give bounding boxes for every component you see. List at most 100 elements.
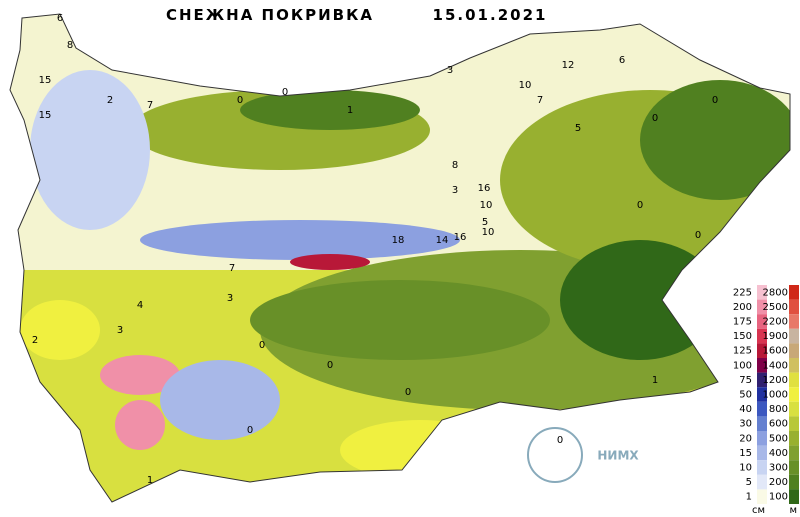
map-label: 0	[237, 95, 243, 106]
map-label: 0	[712, 95, 718, 106]
legend-swatch	[757, 358, 767, 373]
map-label: 0	[327, 360, 333, 371]
legend-unit: м	[789, 505, 797, 516]
legend-swatch	[757, 314, 767, 329]
legend-label: 30	[739, 419, 752, 430]
map-label: 7	[229, 263, 235, 274]
legend-label: 15	[739, 448, 752, 459]
legend-swatch	[757, 328, 767, 344]
map-label: 15	[39, 75, 52, 86]
map-label: 14	[436, 235, 449, 246]
map-label: 3	[447, 65, 453, 76]
map-label: 7	[147, 100, 153, 111]
legend-label: 2200	[763, 317, 788, 328]
map-label: 0	[247, 425, 253, 436]
legend-swatch	[757, 416, 767, 431]
map-label: 0	[405, 387, 411, 398]
legend-swatch	[757, 285, 767, 300]
map-label: 12	[562, 60, 575, 71]
legend-label: 150	[733, 331, 752, 342]
map-label: 1	[147, 475, 153, 486]
map-label: 3	[452, 185, 458, 196]
map-label: 18	[392, 235, 405, 246]
legend-label: 2500	[763, 302, 788, 313]
map-label: 5	[575, 123, 581, 134]
legend-swatch	[757, 401, 767, 417]
legend-swatch	[757, 372, 767, 388]
legend-swatch	[789, 401, 799, 417]
legend-label: 125	[733, 346, 752, 357]
map-label: 15	[39, 110, 52, 121]
legend-label: 800	[769, 404, 788, 415]
map-label: 2	[107, 95, 113, 106]
map-label: 1	[347, 105, 353, 116]
legend-label: 300	[769, 463, 788, 474]
legend: 225 200 175 150 125 100 75 50 40 30 20 15 10 5 1см 2800…	[733, 285, 799, 516]
legend-label: 1	[746, 492, 752, 503]
legend-label: 175	[733, 317, 752, 328]
map-label: 3	[227, 293, 233, 304]
legend-label: 5	[746, 477, 752, 488]
legend-label: 225	[733, 287, 752, 298]
legend-label: 50	[739, 390, 752, 401]
legend-swatch	[789, 489, 799, 504]
map-label: 6	[619, 55, 625, 66]
legend-label: 1000	[763, 390, 788, 401]
legend-label: 1600	[763, 346, 788, 357]
legend-label: 600	[769, 419, 788, 430]
map-label: 2	[32, 335, 38, 346]
map-label: 3	[117, 325, 123, 336]
legend-label: 20	[739, 433, 752, 444]
legend-swatch	[789, 314, 799, 329]
legend-label: 200	[733, 302, 752, 313]
legend-swatch	[789, 343, 799, 358]
legend-label: 75	[739, 375, 752, 386]
legend-label: 400	[769, 448, 788, 459]
map-label: 7	[537, 95, 543, 106]
map-label: 4	[137, 300, 143, 311]
logo-text: НИМХ	[597, 449, 639, 463]
map-label: 16	[454, 232, 467, 243]
map-label: 1	[652, 375, 658, 386]
map-label: 16	[478, 183, 491, 194]
map-label: 0	[282, 87, 288, 98]
legend-swatch	[789, 460, 799, 475]
map-label: 0	[259, 340, 265, 351]
map-label: 6	[57, 13, 63, 24]
legend-swatch	[757, 431, 767, 446]
map-label: 10	[519, 80, 532, 91]
map-label: 5	[482, 217, 488, 228]
map-label: 0	[695, 230, 701, 241]
title: СНЕЖНА ПОКРИВКА	[166, 6, 374, 24]
map-label: 0	[637, 200, 643, 211]
legend-swatch	[757, 387, 767, 402]
legend-unit: см	[752, 505, 765, 516]
date: 15.01.2021	[433, 6, 548, 24]
legend-swatch	[789, 474, 799, 490]
legend-label: 100	[769, 492, 788, 503]
legend-swatch	[789, 372, 799, 388]
legend-swatch	[789, 416, 799, 431]
legend-swatch	[757, 343, 767, 358]
legend-swatch	[789, 387, 799, 402]
legend-swatch	[757, 460, 767, 475]
map-label: 0	[652, 113, 658, 124]
legend-label: 100	[733, 360, 752, 371]
legend-label: 1200	[763, 375, 788, 386]
legend-label: 2800	[763, 287, 788, 298]
legend-swatch	[757, 489, 767, 504]
legend-swatch	[789, 328, 799, 344]
legend-swatch	[789, 358, 799, 373]
legend-label: 10	[739, 463, 752, 474]
legend-swatch	[757, 445, 767, 461]
map-label: 10	[482, 227, 495, 238]
map-label: 8	[67, 40, 73, 51]
legend-swatch	[789, 285, 799, 300]
legend-label: 200	[769, 477, 788, 488]
legend-swatch	[757, 299, 767, 315]
map-label: 0	[557, 435, 563, 446]
logo: НИМХ	[527, 427, 639, 483]
